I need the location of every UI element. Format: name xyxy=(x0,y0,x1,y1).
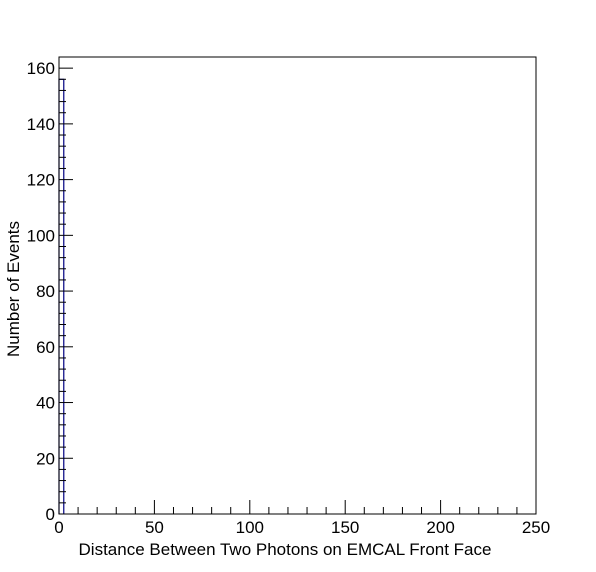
x-tick-label: 150 xyxy=(331,518,359,537)
x-tick-label: 50 xyxy=(145,518,164,537)
x-tick-label: 0 xyxy=(54,518,63,537)
y-tick-label: 140 xyxy=(27,115,55,134)
y-tick-label: 60 xyxy=(36,338,55,357)
plot-frame xyxy=(58,56,537,515)
y-tick-label: 100 xyxy=(27,226,55,245)
y-axis-title: Number of Events xyxy=(4,221,23,357)
x-tick-label: 250 xyxy=(522,518,550,537)
y-tick-label: 20 xyxy=(36,449,55,468)
y-tick-label: 0 xyxy=(46,505,55,524)
axes: 0 50 100 150 200 250 0 20 40 60 80 100 120 140 160 xyxy=(27,56,550,537)
y-tick-label: 40 xyxy=(36,394,55,413)
x-tick-label: 200 xyxy=(426,518,454,537)
y-tick-label: 160 xyxy=(27,59,55,78)
x-tick-label: 100 xyxy=(236,518,264,537)
y-tick-label: 80 xyxy=(36,282,55,301)
y-tick-label: 120 xyxy=(27,171,55,190)
x-axis-title: Distance Between Two Photons on EMCAL Fr… xyxy=(79,540,492,559)
